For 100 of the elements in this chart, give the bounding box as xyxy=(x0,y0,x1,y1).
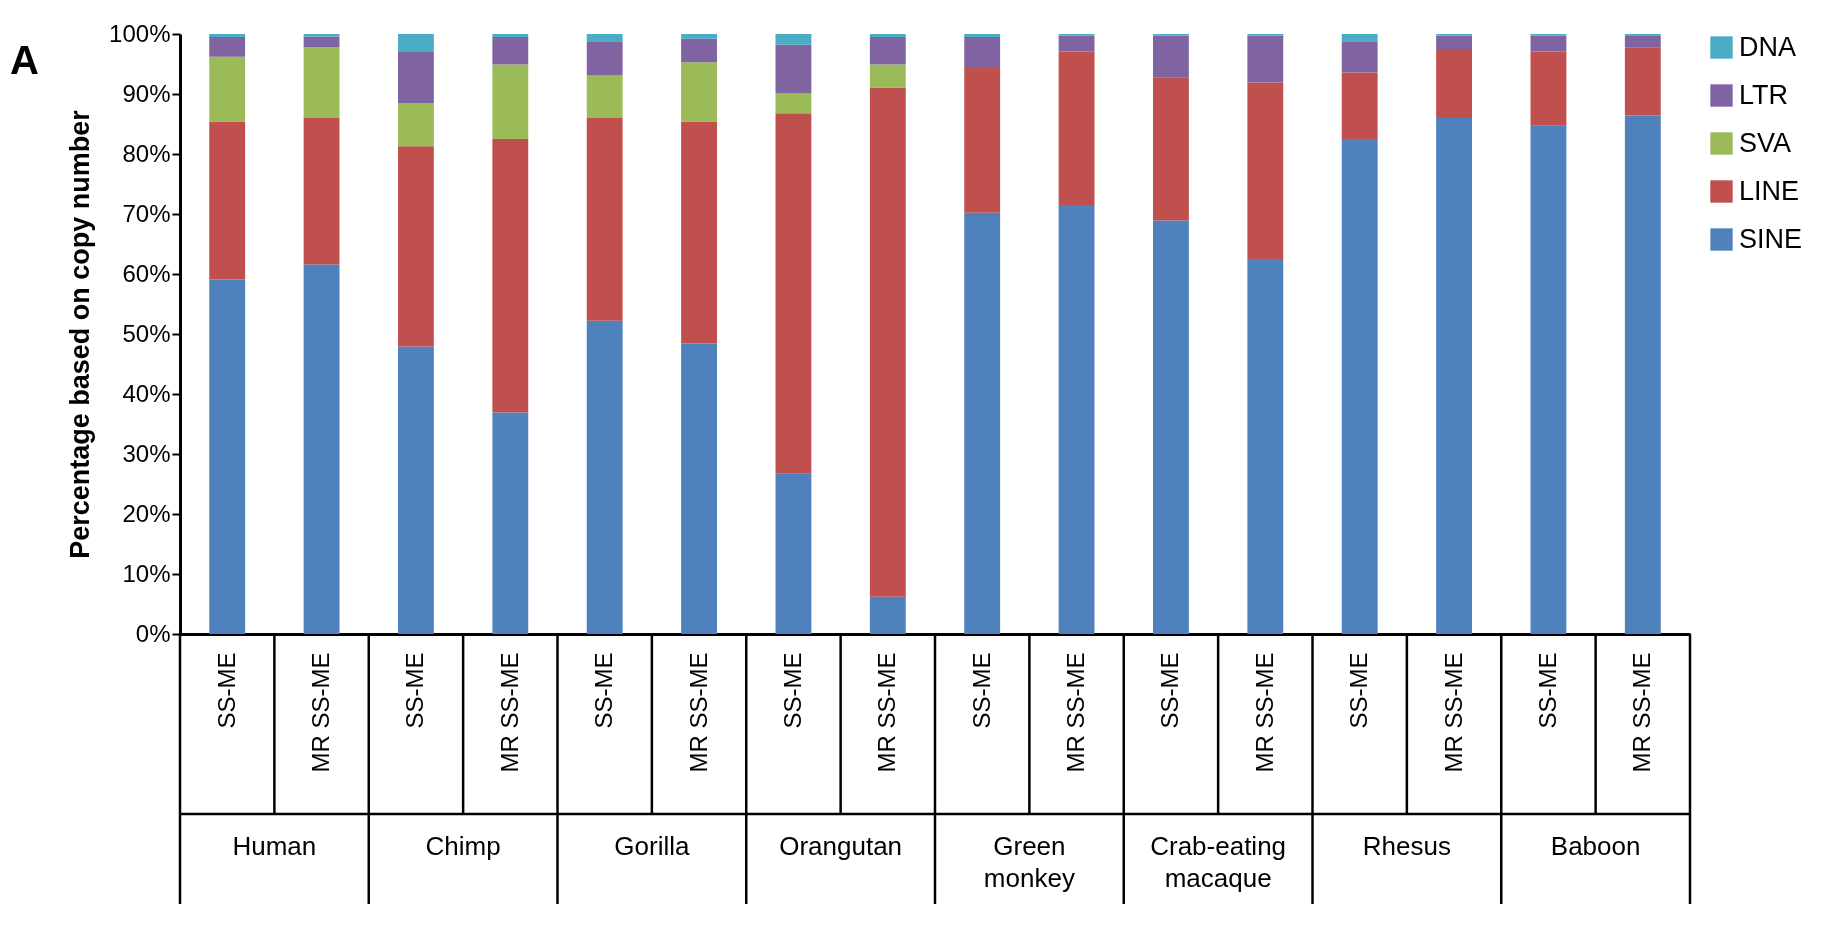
bar xyxy=(681,121,717,344)
text: Orangutan xyxy=(779,831,903,861)
y-tick-label: 70% xyxy=(122,199,171,227)
bar xyxy=(209,37,246,57)
bar xyxy=(869,64,906,88)
bar xyxy=(1341,34,1378,42)
bar xyxy=(492,139,529,413)
y-tick-label: 20% xyxy=(122,499,171,527)
bar xyxy=(398,146,434,347)
x-tick-label: SS-ME xyxy=(778,652,806,729)
bar xyxy=(869,34,906,37)
text: Human xyxy=(232,831,317,861)
bar xyxy=(303,47,340,118)
y-tick-label: 90% xyxy=(122,79,171,107)
x-tick-label: MR SS-ME xyxy=(684,652,712,773)
y-axis-title: Percentage based on copy number xyxy=(65,109,96,559)
text: Green monkey xyxy=(983,831,1075,893)
bar xyxy=(1058,51,1095,205)
bar xyxy=(209,34,246,37)
bar xyxy=(209,121,246,280)
bar xyxy=(681,34,717,39)
text: Gorilla xyxy=(614,831,690,861)
bar xyxy=(869,596,906,634)
x-tick-label: SS-ME xyxy=(1345,652,1373,729)
bar xyxy=(681,38,717,63)
x-tick-label: SS-ME xyxy=(590,652,618,729)
bar xyxy=(586,118,623,321)
y-tick-label: 80% xyxy=(122,139,171,167)
bar xyxy=(964,34,1001,37)
bar xyxy=(1436,118,1472,634)
bar xyxy=(1247,35,1284,83)
x-tick-label: SS-ME xyxy=(967,652,995,729)
x-tick-label: SS-ME xyxy=(1533,652,1561,729)
bar xyxy=(1341,72,1378,139)
bar xyxy=(1436,49,1472,118)
legend-label: LTR xyxy=(1739,79,1789,110)
bar xyxy=(398,52,434,103)
x-tick-label: MR SS-ME xyxy=(1250,652,1278,773)
y-tick-label: 0% xyxy=(135,619,171,647)
text: Chimp xyxy=(425,831,501,861)
bar xyxy=(1436,35,1472,49)
text: Rhesus xyxy=(1362,831,1451,861)
y-tick-label: 30% xyxy=(122,439,171,467)
bar xyxy=(209,56,246,122)
x-tick-label: MR SS-ME xyxy=(1628,652,1656,773)
bar xyxy=(1341,139,1378,634)
bar xyxy=(398,346,434,634)
x-tick-label: SS-ME xyxy=(1156,652,1184,729)
bar xyxy=(1530,35,1567,52)
bar xyxy=(1058,35,1095,52)
bar xyxy=(964,67,1001,213)
bar xyxy=(586,320,623,634)
x-tick-label: MR SS-ME xyxy=(1062,652,1090,773)
bar xyxy=(1058,205,1095,634)
bar xyxy=(398,103,434,147)
bar xyxy=(1153,77,1189,221)
bar xyxy=(1341,41,1378,73)
bar xyxy=(681,343,717,634)
bar xyxy=(586,75,623,118)
bar xyxy=(303,36,340,48)
bar xyxy=(1153,35,1189,78)
bar xyxy=(209,279,246,634)
bar xyxy=(1153,220,1189,634)
bar xyxy=(303,264,340,634)
bar xyxy=(1530,125,1567,634)
bar xyxy=(492,64,529,139)
y-tick-label: 10% xyxy=(122,559,171,587)
bar xyxy=(775,44,812,94)
y-tick-label: 50% xyxy=(122,319,171,347)
bar xyxy=(775,473,812,634)
bar xyxy=(1247,259,1284,634)
bar xyxy=(492,34,529,37)
bar xyxy=(1530,51,1567,126)
bar xyxy=(775,34,812,45)
bar xyxy=(492,412,529,634)
bar xyxy=(869,37,906,65)
bar xyxy=(775,93,812,114)
bar xyxy=(1624,35,1661,48)
bar xyxy=(1624,115,1661,634)
x-tick-label: MR SS-ME xyxy=(873,652,901,773)
bar xyxy=(869,87,906,597)
x-tick-label: SS-ME xyxy=(401,652,429,729)
bar xyxy=(586,34,623,42)
bar xyxy=(775,113,812,474)
x-tick-label: SS-ME xyxy=(212,652,240,729)
x-tick-label: MR SS-ME xyxy=(307,652,335,773)
legend-label: LINE xyxy=(1739,175,1800,206)
text: Baboon xyxy=(1550,831,1641,861)
bar xyxy=(586,41,623,76)
bar xyxy=(964,212,1001,634)
x-tick-label: MR SS-ME xyxy=(495,652,523,773)
legend-label: SINE xyxy=(1739,223,1803,254)
bar xyxy=(1247,82,1284,259)
legend-label: SVA xyxy=(1739,127,1792,158)
bar xyxy=(964,37,1001,67)
y-tick-label: 60% xyxy=(122,259,171,287)
x-tick-label: MR SS-ME xyxy=(1439,652,1467,773)
bar xyxy=(398,34,434,52)
bar xyxy=(492,37,529,65)
bar xyxy=(1624,47,1661,116)
